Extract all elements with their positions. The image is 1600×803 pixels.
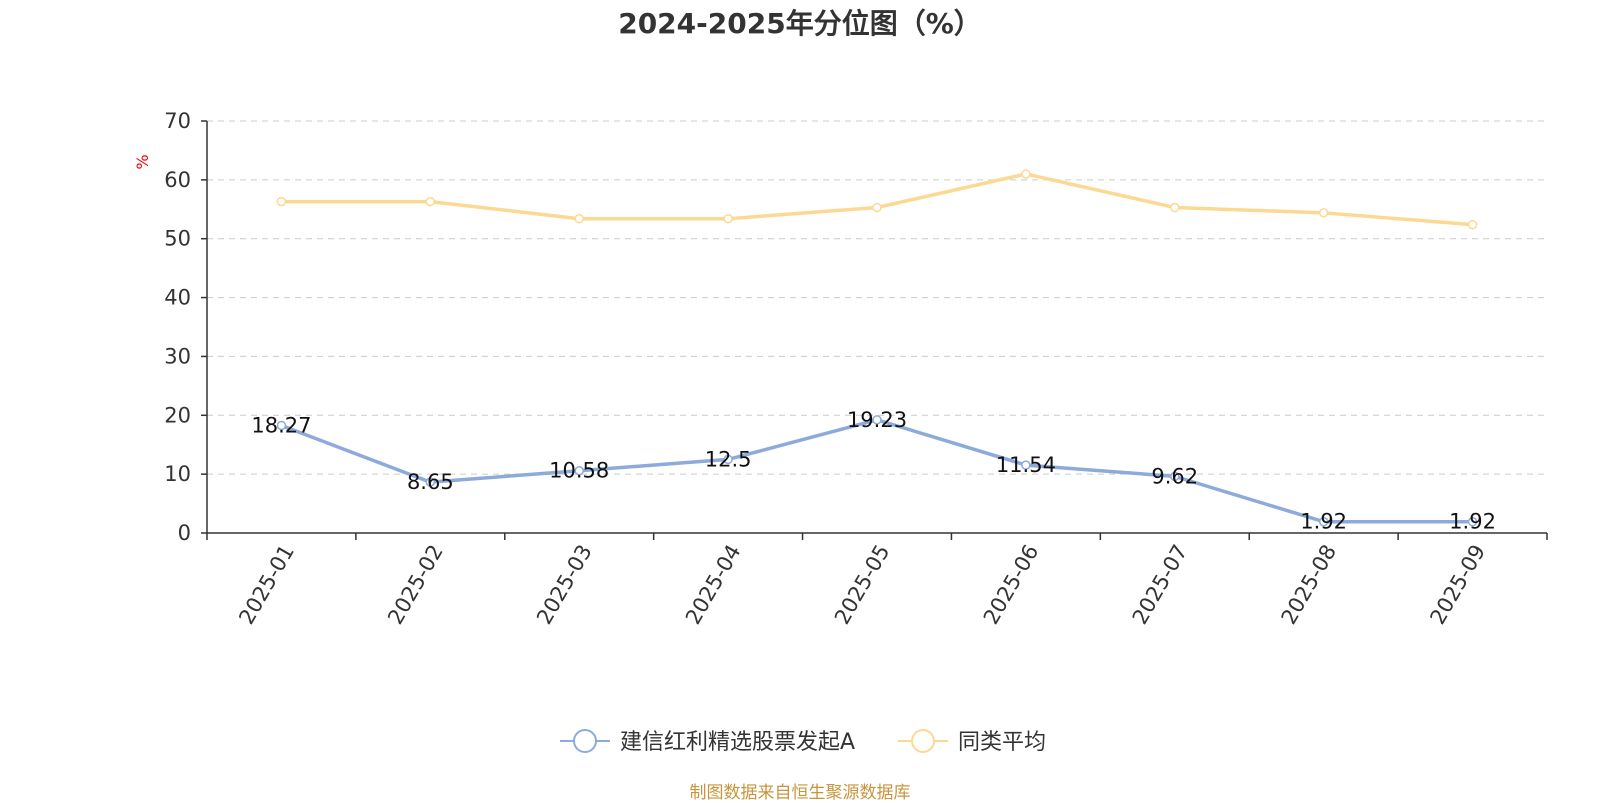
x-tick-label: 2025-02 <box>383 541 448 629</box>
y-tick-label: 50 <box>164 227 191 251</box>
data-label: 19.23 <box>847 408 907 432</box>
data-point[interactable] <box>425 196 436 207</box>
data-point[interactable] <box>723 213 733 224</box>
series-layer <box>276 169 1478 527</box>
data-point[interactable] <box>425 477 436 487</box>
grid-lines <box>207 120 1547 475</box>
data-point[interactable] <box>574 465 584 476</box>
data-label: 10.58 <box>549 459 609 483</box>
data-label: 1.92 <box>1300 510 1347 534</box>
y-tick-label: 40 <box>164 286 191 310</box>
x-tick-label: 2025-03 <box>532 541 597 629</box>
x-tick-label: 2025-09 <box>1425 541 1490 629</box>
data-labels: 18.27 8.65 10.58 12.5 19.23 11.54 9.62 1.92 1.92 <box>251 408 1496 534</box>
data-label: 18.27 <box>251 413 311 437</box>
x-tick-label: 2025-04 <box>681 541 746 629</box>
data-point[interactable] <box>1021 169 1031 179</box>
y-tick-label: 10 <box>164 462 191 486</box>
series-line <box>280 418 1473 524</box>
y-tick-label: 70 <box>164 109 191 133</box>
data-point[interactable] <box>1467 516 1478 527</box>
data-point[interactable] <box>276 420 287 431</box>
x-tick-label: 2025-07 <box>1128 541 1193 629</box>
data-point[interactable] <box>574 213 584 224</box>
data-point[interactable] <box>1021 460 1031 470</box>
data-label: 1.92 <box>1449 510 1496 534</box>
legend-swatch-marker <box>911 729 935 753</box>
data-point[interactable] <box>1170 202 1180 213</box>
data-label: 8.65 <box>407 470 454 494</box>
data-point[interactable] <box>723 454 733 465</box>
x-tick-label: 2025-05 <box>830 541 895 629</box>
x-tick-label: 2025-06 <box>979 541 1044 629</box>
legend-entry[interactable]: 同类平均 <box>958 730 1046 755</box>
data-point[interactable] <box>872 415 882 425</box>
data-label: 12.5 <box>705 447 752 471</box>
data-point[interactable] <box>1467 219 1478 230</box>
data-point[interactable] <box>1318 208 1329 218</box>
data-point[interactable] <box>872 202 882 213</box>
data-label: 11.54 <box>996 453 1056 477</box>
axes: 0 10 20 30 40 50 60 70% 2025-01 2025-02 2025-03 202… <box>133 109 1548 629</box>
data-point[interactable] <box>276 196 287 207</box>
x-tick-label: 2025-01 <box>234 541 299 629</box>
y-tick-label: 0 <box>178 521 191 545</box>
legend-entry[interactable]: 建信红利精选股票发起A <box>620 730 855 755</box>
source-note: 制图数据来自恒生聚源数据库 <box>689 783 911 803</box>
data-point[interactable] <box>1170 471 1180 482</box>
x-tick-label: 2025-08 <box>1277 541 1342 629</box>
legend[interactable]: 建信红利精选股票发起A 同类平均 <box>560 729 1046 755</box>
data-label: 9.62 <box>1151 464 1198 488</box>
y-tick-label: 60 <box>164 168 191 192</box>
legend-swatch-marker <box>573 729 597 753</box>
y-tick-label: 30 <box>164 344 191 368</box>
chart-title: 2024-2025年分位图（%） <box>618 7 982 40</box>
y-axis-label: % <box>133 154 152 169</box>
data-point[interactable] <box>1318 516 1329 527</box>
y-tick-label: 20 <box>164 403 191 427</box>
series-line <box>281 172 1473 227</box>
